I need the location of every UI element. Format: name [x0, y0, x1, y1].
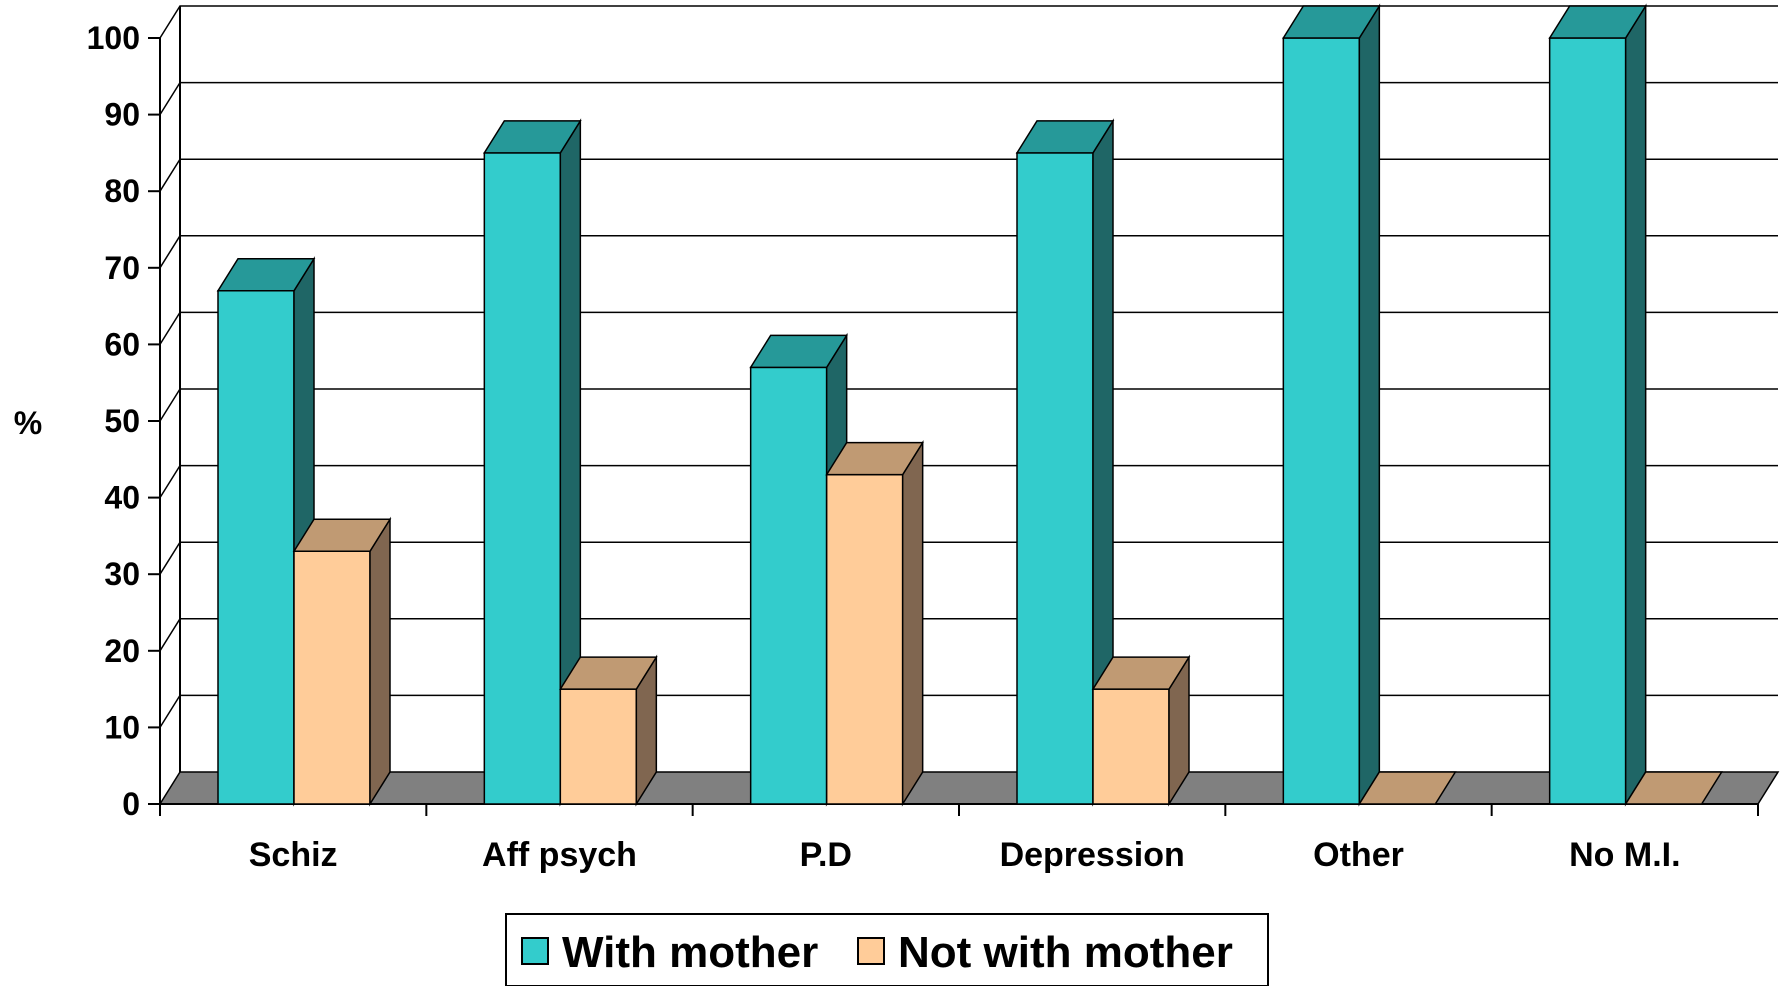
- y-tick-label: 80: [104, 173, 140, 209]
- bar-not-with-mother-1: [558, 654, 658, 807]
- bar-side: [369, 516, 391, 807]
- bars: [216, 3, 1724, 807]
- x-axis: [159, 803, 1759, 816]
- legend-label-with-mother: With mother: [562, 928, 818, 977]
- y-tick-label: 30: [104, 556, 140, 592]
- bar-side: [901, 440, 924, 807]
- bar-with-mother-1: [482, 118, 582, 807]
- bar-front: [559, 688, 638, 805]
- bar-not-with-mother-2: [825, 440, 925, 807]
- bar-side: [1624, 3, 1647, 807]
- legend-label-not-with-mother: Not with mother: [898, 928, 1233, 977]
- bar-top: [216, 258, 316, 292]
- gridline: [159, 81, 1778, 115]
- bar-front: [1092, 688, 1170, 805]
- bar-top: [1281, 5, 1381, 39]
- x-category-label: Depression: [1000, 836, 1185, 874]
- bar-front: [483, 152, 562, 805]
- y-tick-label: 60: [104, 326, 140, 362]
- bar-front: [1548, 37, 1627, 805]
- bar-top: [558, 656, 658, 690]
- bar-not-with-mother-3: [1091, 654, 1191, 807]
- bar-front: [749, 366, 828, 805]
- y-tick-label: 100: [87, 20, 140, 56]
- y-tick-label: 10: [104, 709, 140, 745]
- bar-top: [749, 334, 849, 369]
- gridlines: [159, 5, 1778, 728]
- bar-top: [1015, 120, 1115, 154]
- x-category-label: Other: [1313, 836, 1404, 874]
- bar-front: [217, 290, 295, 805]
- gridline: [159, 158, 1778, 192]
- x-category-label: P.D: [800, 836, 852, 874]
- y-tick-label: 90: [104, 97, 140, 133]
- floor-plane: [158, 771, 1780, 805]
- bar-with-mother-4: [1281, 3, 1381, 807]
- gridline: [159, 388, 1778, 422]
- gridline: [159, 618, 1778, 652]
- bar-top: [1624, 771, 1724, 805]
- legend: With mother Not with mother: [505, 913, 1269, 986]
- legend-swatch-with-mother: [521, 937, 549, 965]
- gridline: [159, 541, 1778, 575]
- category-labels: Schiz Aff psych P.D Depression Other No M.I.: [249, 836, 1681, 874]
- bar-top: [292, 518, 392, 552]
- bar-front: [293, 550, 371, 805]
- bar-top: [825, 441, 925, 476]
- gridline: [159, 235, 1778, 269]
- chart-floor: [158, 771, 1780, 805]
- y-axis-label: %: [14, 405, 42, 441]
- gridline: [159, 694, 1778, 728]
- x-category-label: Aff psych: [482, 836, 637, 874]
- y-tick-label: 50: [104, 403, 140, 439]
- gridline: [159, 5, 1778, 39]
- x-category-label: Schiz: [249, 836, 338, 874]
- bar-with-mother-5: [1548, 3, 1648, 807]
- gridline: [159, 311, 1778, 345]
- y-tick-label: 20: [104, 633, 140, 669]
- legend-frame: [505, 913, 1269, 986]
- bar-not-with-mother-5: [1624, 771, 1724, 805]
- y-tick-label: 0: [122, 786, 140, 822]
- x-category-label: No M.I.: [1569, 836, 1680, 874]
- bar-not-with-mother-0: [292, 516, 392, 807]
- bar-side: [1358, 3, 1381, 807]
- bar-front: [1282, 37, 1361, 805]
- y-axis: 0 10 20 30 40 50 60 70 80 90 100: [87, 20, 160, 822]
- bar-front: [825, 473, 904, 805]
- bar-front: [1016, 152, 1094, 805]
- bar-top: [482, 120, 582, 154]
- legend-swatch-not-with-mother: [857, 937, 885, 965]
- bar-top: [1357, 771, 1457, 805]
- y-tick-label: 70: [104, 250, 140, 286]
- bar-not-with-mother-4: [1357, 771, 1457, 805]
- bar-top: [1548, 5, 1648, 39]
- y-tick-label: 40: [104, 480, 140, 516]
- bar-top: [1091, 656, 1191, 690]
- gridline: [159, 464, 1778, 498]
